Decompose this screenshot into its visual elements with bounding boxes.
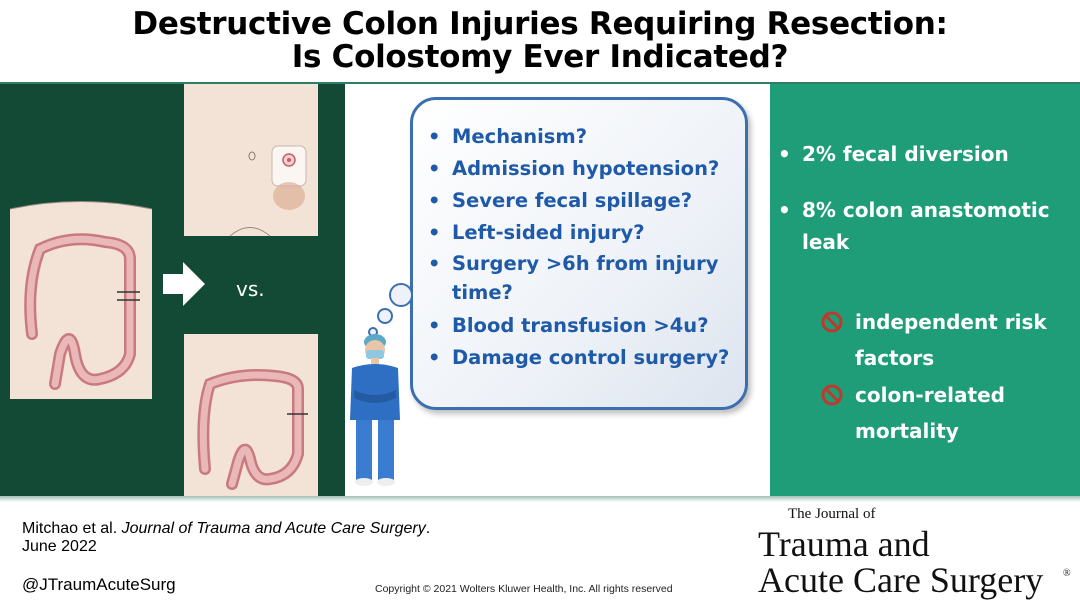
result-anastomotic-leak: 8% colon anastomotic leak [778,194,1073,258]
question-item: Admission hypotension? [428,153,748,185]
logo-registered: ® [1063,568,1071,579]
question-list: Mechanism? Admission hypotension? Severe… [428,121,748,374]
twitter-handle[interactable]: @JTraumAcuteSurg [22,575,176,594]
prohibited-icon [821,311,843,333]
question-item: Severe fecal spillage? [428,185,748,217]
no-mortality-text: colon-related mortality [855,377,1035,449]
title-line-2: Is Colostomy Ever Indicated? [291,39,789,75]
arrow-right-icon [163,262,205,306]
citation-date: June 2022 [22,538,97,555]
copyright: Copyright © 2021 Wolters Kluwer Health, … [375,583,673,595]
question-item: Damage control surgery? [428,342,748,374]
question-item: Mechanism? [428,121,748,153]
question-item: Left-sided injury? [428,217,748,249]
logo-the-journal: The Journal of [788,506,876,522]
question-item: Surgery >6h from injury time? [428,249,748,307]
logo-line-2: Acute Care Surgery [758,560,1044,600]
no-risk-factors-text: independent risk factors [855,304,1075,376]
prohibited-icon [821,384,843,406]
colon-illustrations [9,84,318,496]
colon-anastomosis-icon [184,334,318,496]
logo-line-1: Trauma and [758,524,930,564]
citation-journal: Journal of Trauma and Acute Care Surgery [121,520,426,537]
no-risk-factors-label: independent risk factors [855,310,1047,370]
bubble-tail-icon [368,283,413,337]
citation: Mitchao et al. Journal of Trauma and Acu… [22,520,430,556]
band-top-line [0,82,1080,85]
results-list: 2% fecal diversion 8% colon anastomotic … [778,138,1073,258]
no-mortality-label: colon-related mortality [855,383,1005,443]
title-line-1: Destructive Colon Injuries Requiring Res… [132,6,948,42]
surgeon-icon [350,334,400,486]
result-fecal-diversion: 2% fecal diversion [778,138,1073,170]
citation-authors: Mitchao et al. [22,520,118,537]
citation-period: . [425,520,431,537]
band-shadow [0,496,1080,502]
versus-label: vs. [236,277,265,301]
question-item: Blood transfusion >4u? [428,310,748,342]
colon-anatomy-icon [9,201,153,399]
colostomy-stoma-icon [184,84,318,237]
page-title: Destructive Colon Injuries Requiring Res… [0,8,1080,74]
